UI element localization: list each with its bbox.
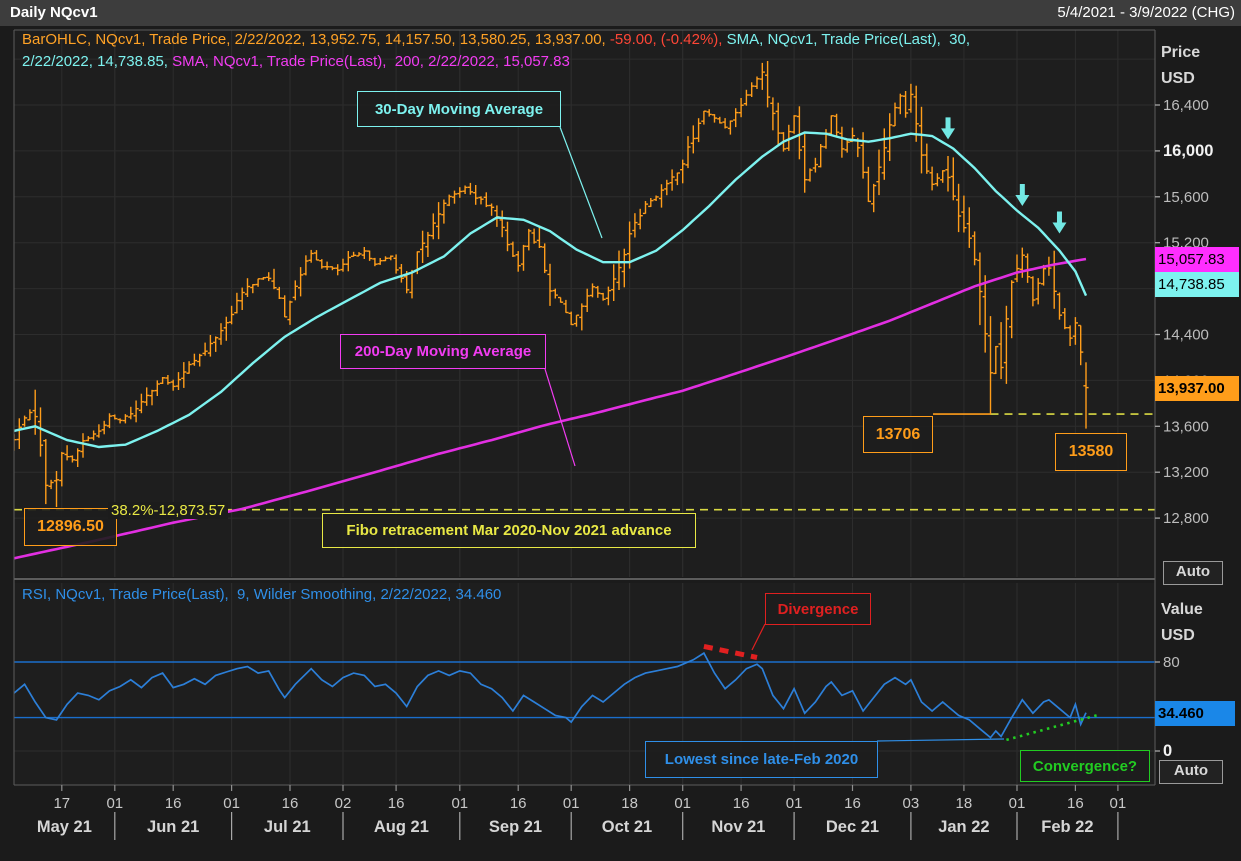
x-axis-day-label: 16 [844,795,861,812]
x-axis-day-label: 18 [621,795,638,812]
convergence-trendline[interactable] [1006,714,1097,742]
price-axis-title: Price [1161,44,1201,61]
down-arrow-icon [1015,183,1030,206]
price-axis-tick-label: 13,200 [1163,464,1209,481]
x-axis-day-label: 16 [388,795,405,812]
x-axis-month-label: May 21 [37,818,92,836]
x-axis-day-label: 16 [1067,795,1084,812]
rsi-line[interactable] [14,651,1087,739]
x-axis-day-label: 16 [282,795,299,812]
fibo-level-label[interactable]: 38.2%-12,873.57 [108,502,229,519]
x-axis-day-label: 01 [563,795,580,812]
x-axis-month-label: Oct 21 [602,818,652,836]
x-axis-day-label: 02 [335,795,352,812]
x-axis-day-label: 16 [510,795,527,812]
x-axis-month-label: Aug 21 [374,818,429,836]
value-axis-auto-button[interactable]: Auto [1159,760,1223,784]
price-axis-tick-label: 16,400 [1163,97,1209,114]
ma200-annotation-box[interactable]: 200-Day Moving Average [340,334,546,369]
x-axis-month-label: Feb 22 [1041,818,1093,836]
x-axis-day-label: 01 [1110,795,1127,812]
sma30-price-badge: 14,738.85 [1155,272,1239,297]
price-axis-tick-label: 12,800 [1163,510,1209,527]
divergence-annotation-box[interactable]: Divergence [765,593,871,625]
price-panel-legend-line2[interactable]: 2/22/2022, 14,738.85, SMA, NQcv1, Trade … [22,53,570,70]
value-axis-tick-label: 0 [1163,742,1172,760]
legend-segment: BarOHLC, NQcv1, Trade Price, 2/22/2022, … [22,31,610,48]
x-axis-month-label: Sep 21 [489,818,542,836]
fibo-note-annotation-box[interactable]: Fibo retracement Mar 2020-Nov 2021 advan… [322,513,696,548]
title-bar[interactable]: Daily NQcv1 5/4/2021 - 3/9/2022 (CHG) [0,0,1241,26]
x-axis-day-label: 01 [674,795,691,812]
x-axis-day-label: 01 [1009,795,1026,812]
sma200-price-badge: 15,057.83 [1155,247,1239,272]
legend-segment: SMA, NQcv1, Trade Price(Last), 30, [726,31,971,48]
feb-low-annotation-box[interactable]: 13580 [1055,433,1127,471]
price-panel-legend-line1[interactable]: BarOHLC, NQcv1, Trade Price, 2/22/2022, … [22,31,970,48]
gridlines [14,30,1155,785]
ohlc-bars[interactable] [11,61,1089,507]
rsi-value-badge: 34.460 [1155,701,1235,726]
last-price-badge: 13,937.00 [1155,376,1239,401]
x-axis-month-label: Jan 22 [938,818,989,836]
price-axis-currency: USD [1161,70,1195,87]
date-range-label: 5/4/2021 - 3/9/2022 (CHG) [1057,4,1235,21]
x-axis-day-label: 16 [733,795,750,812]
jan-low-annotation-box[interactable]: 13706 [863,416,933,453]
x-axis-month-label: Nov 21 [711,818,765,836]
lowest-annotation-box[interactable]: Lowest since late-Feb 2020 [645,741,878,778]
convergence-annotation-box[interactable]: Convergence? [1020,750,1150,782]
x-axis-day-label: 01 [451,795,468,812]
value-axis-title: Value [1161,601,1203,618]
x-axis-month-label: Jun 21 [147,818,199,836]
x-axis-month-label: Jul 21 [264,818,311,836]
price-axis-tick-label: 16,000 [1163,142,1213,160]
x-axis-day-label: 01 [223,795,240,812]
x-axis-month-label: Dec 21 [826,818,879,836]
legend-segment: SMA, NQcv1, Trade Price(Last), 200, 2/22… [172,53,570,70]
x-axis-day-label: 01 [106,795,123,812]
x-axis-day-label: 18 [956,795,973,812]
price-panel[interactable] [14,30,1155,577]
price-axis-tick-label: 15,600 [1163,189,1209,206]
legend-segment: -59.00, (-0.42%), [609,31,727,48]
x-axis: 17 01 16 01 16 02 16 01 16 01 18 01 16 01 16 03 18 01 16 01… [37,785,1126,840]
down-arrow-icon [941,117,956,140]
value-axis-tick-label: 80 [1163,654,1180,671]
value-axis-currency: USD [1161,627,1195,644]
ma30-annotation-box[interactable]: 30-Day Moving Average [357,91,561,127]
legend-segment: RSI, NQcv1, Trade Price(Last), 9, Wilder… [22,586,502,603]
rsi-panel-legend[interactable]: RSI, NQcv1, Trade Price(Last), 9, Wilder… [22,586,501,603]
x-axis-day-label: 03 [903,795,920,812]
x-axis-day-label: 16 [165,795,182,812]
down-arrow-icon [1052,211,1067,234]
may-low-annotation-box[interactable]: 12896.50 [24,508,117,546]
price-axis-tick-label: 13,600 [1163,418,1209,435]
x-axis-day-label: 17 [53,795,70,812]
price-axis-tick-label: 14,400 [1163,327,1209,344]
panel-borders [13,29,1156,786]
chart-title: Daily NQcv1 [10,4,98,21]
x-axis-day-label: 01 [786,795,803,812]
legend-segment: 2/22/2022, 14,738.85, [22,53,173,70]
price-axis-auto-button[interactable]: Auto [1163,561,1223,585]
annotation-leader-lines [544,126,1005,742]
sma30-line[interactable] [14,131,1088,449]
